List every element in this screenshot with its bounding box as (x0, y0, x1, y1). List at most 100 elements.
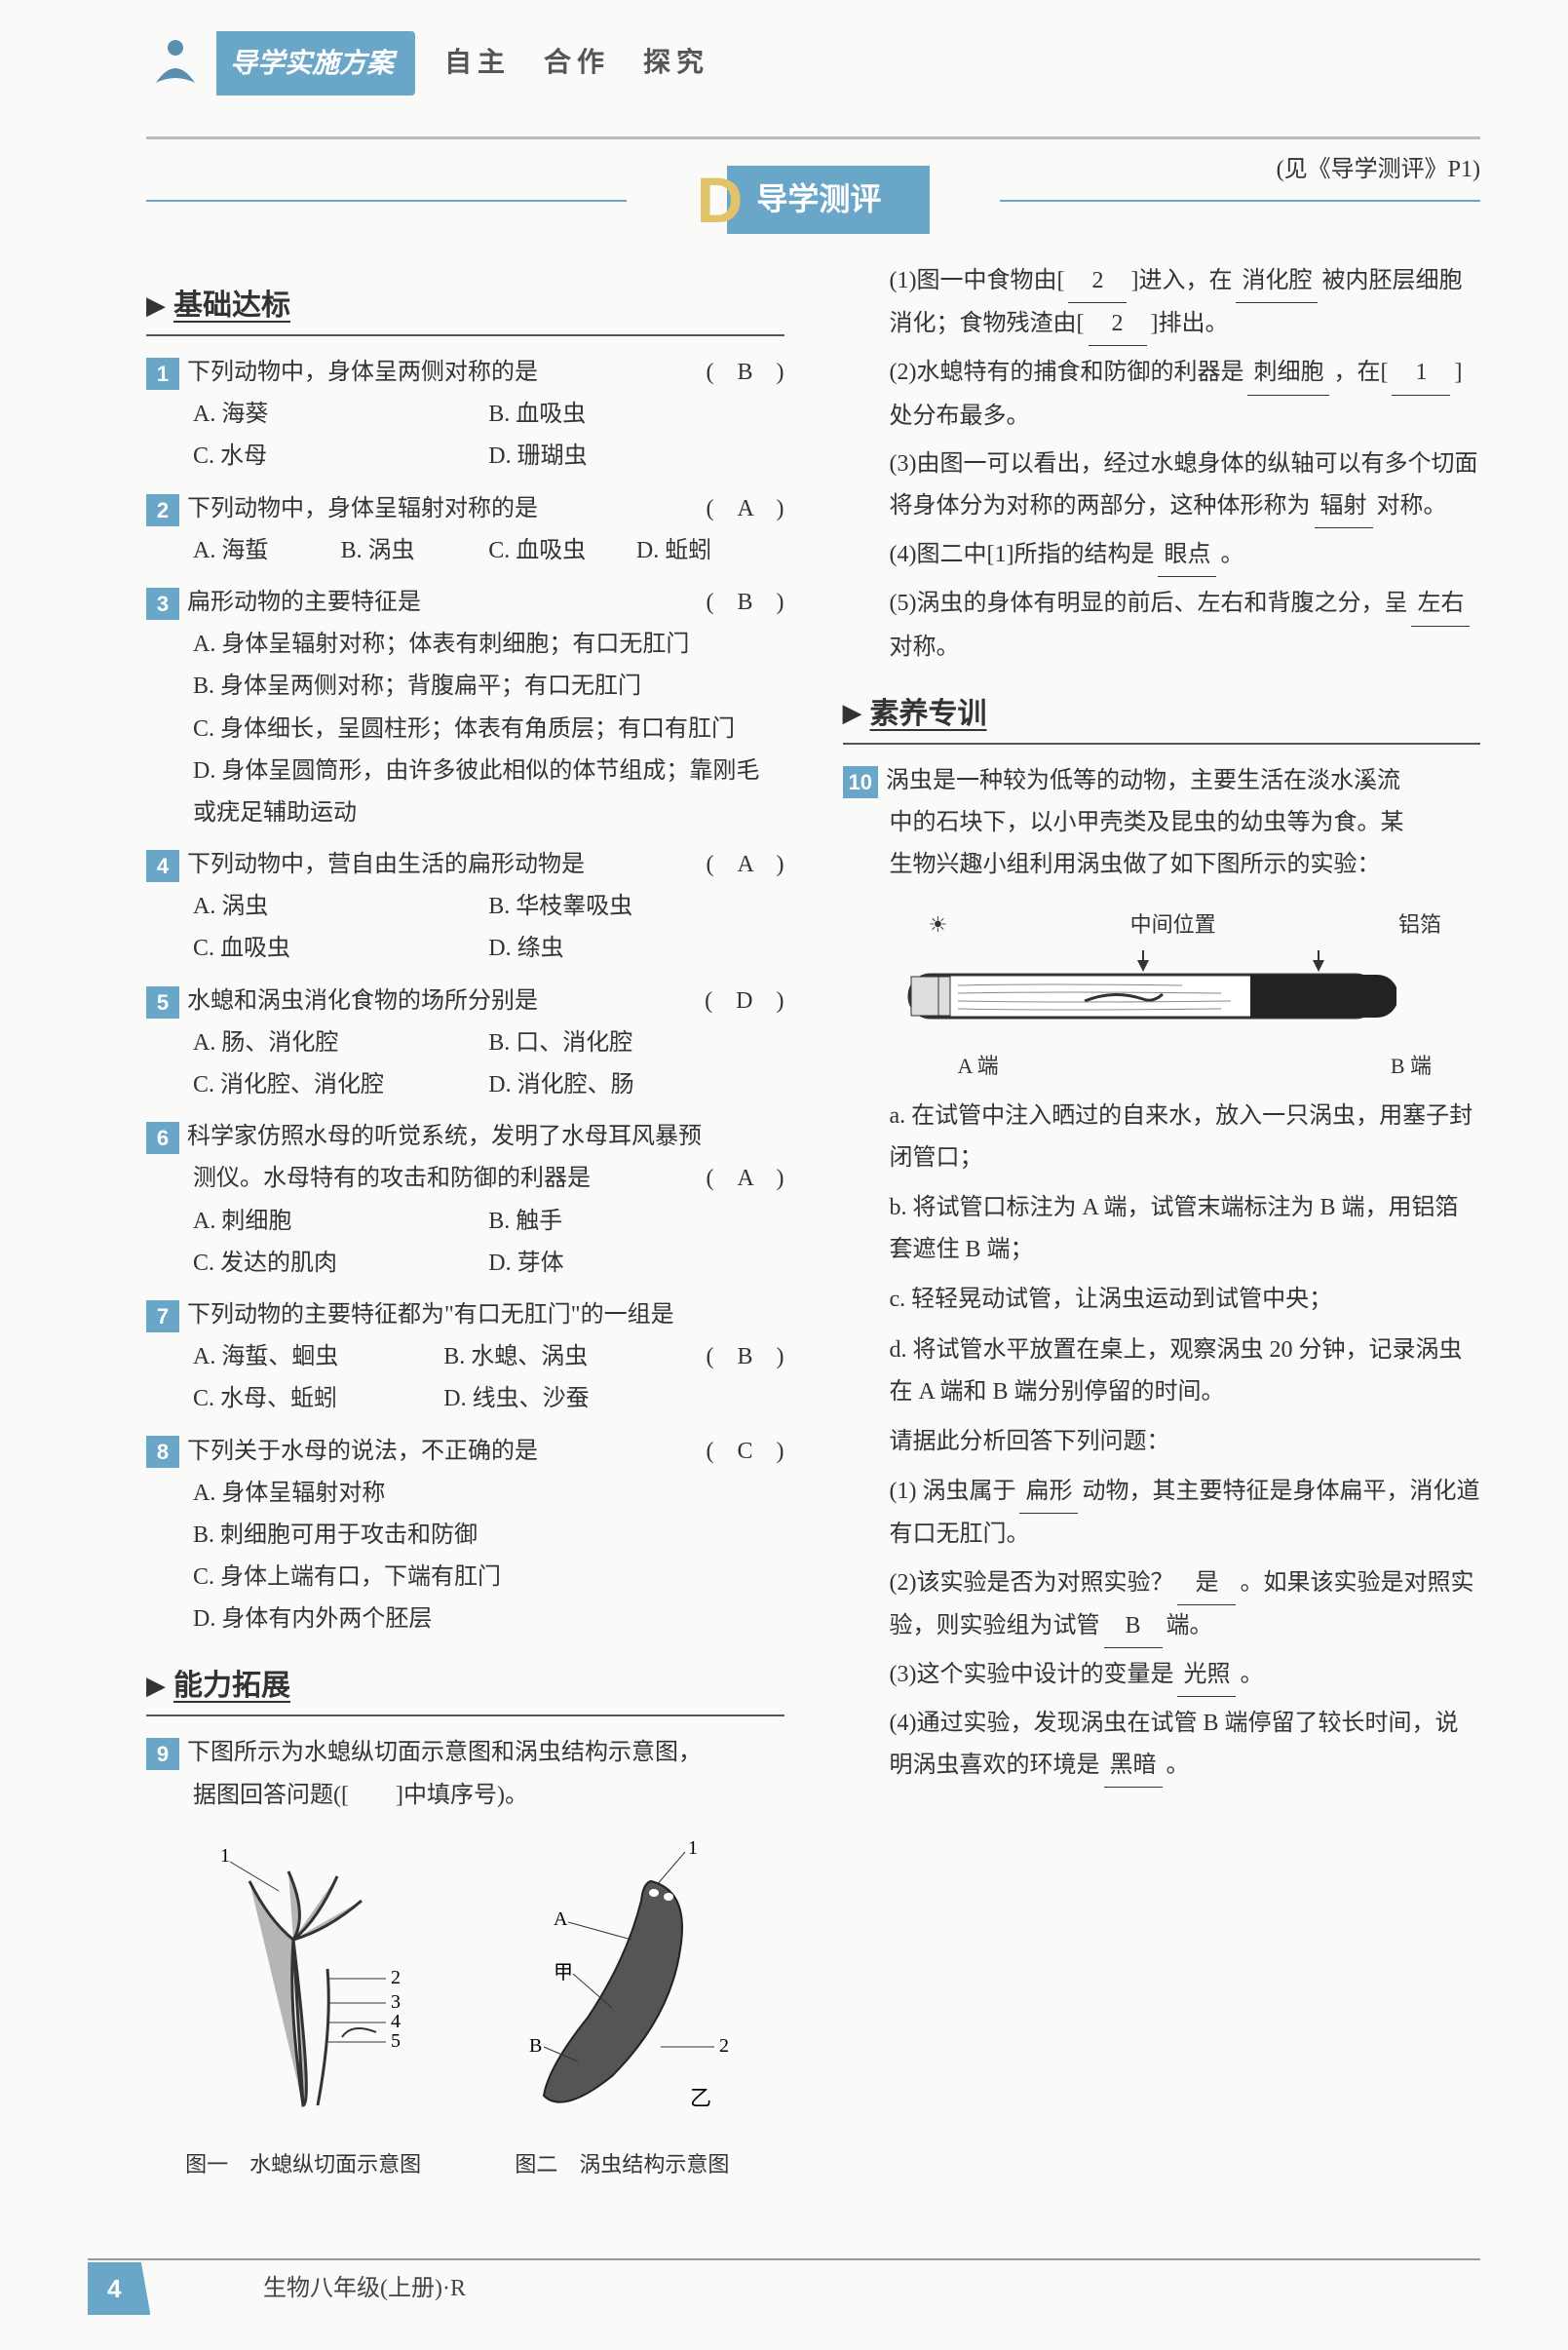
svg-text:1: 1 (220, 1845, 230, 1867)
q8-a: A. 身体呈辐射对称 (193, 1473, 784, 1515)
blank: 左右 (1411, 583, 1470, 626)
question-1: 1下列动物中，身体呈两侧对称的是( B ) A. 海葵 B. 血吸虫 C. 水母… (146, 352, 784, 479)
section-ability: ▶ 能力拓展 (146, 1660, 784, 1716)
eval-ref: (见《导学测评》P1) (1267, 149, 1480, 191)
q7-stem: 下列动物的主要特征都为"有口无肛门"的一组是 (187, 1302, 674, 1328)
q10-ask: 请据此分析回答下列问题： (843, 1421, 1481, 1463)
q10-intro1: 涡虫是一种较为低等的动物，主要生活在淡水溪流 (886, 768, 1400, 793)
footer: 4 生物八年级(上册)·R (146, 2253, 1480, 2311)
qnum: 7 (146, 1300, 179, 1332)
question-7: 7下列动物的主要特征都为"有口无肛门"的一组是 ( B ) A. 海蜇、蛔虫 B… (146, 1294, 784, 1421)
q8-stem: 下列关于水母的说法，不正确的是 (187, 1439, 538, 1464)
q1-answer: ( B ) (707, 352, 784, 394)
arrow-icon: ▶ (146, 284, 166, 329)
q10-4: (4)通过实验，发现涡虫在试管 B 端停留了较长时间，说明涡虫喜欢的环境是黑暗。 (843, 1703, 1481, 1788)
q1-a: A. 海葵 (193, 394, 488, 436)
blank: 2 (1068, 260, 1127, 303)
q10-intro3: 生物兴趣小组利用涡虫做了如下图所示的实验： (843, 844, 1481, 886)
q4-a: A. 涡虫 (193, 886, 488, 928)
q10-d: d. 将试管水平放置在桌上，观察涡虫 20 分钟，记录涡虫在 A 端和 B 端分… (843, 1329, 1481, 1413)
q5-answer: ( D ) (705, 981, 784, 1022)
question-4: 4下列动物中，营自由生活的扁形动物是( A ) A. 涡虫 B. 华枝睾吸虫 C… (146, 844, 784, 971)
section-ability-title: 能力拓展 (173, 1660, 290, 1713)
blank: B (1104, 1605, 1163, 1648)
svg-text:甲: 甲 (554, 1962, 573, 1984)
q5-d: D. 消化腔、肠 (488, 1064, 784, 1106)
arrow-icon: ▶ (843, 691, 862, 737)
question-10: 10涡虫是一种较为低等的动物，主要生活在淡水溪流 中的石块下，以小甲壳类及昆虫的… (843, 760, 1481, 1789)
q9-3: (3)由图一可以看出，经过水螅身体的纵轴可以有多个切面将身体分为对称的两部分，这… (843, 443, 1481, 528)
q2-c: C. 血吸虫 (488, 530, 636, 572)
q1-c: C. 水母 (193, 436, 488, 478)
svg-text:1: 1 (688, 1837, 698, 1859)
q9-2: (2)水螅特有的捕食和防御的利器是刺细胞，在[1]处分布最多。 (843, 352, 1481, 437)
svg-text:乙: 乙 (690, 2086, 711, 2110)
q10-intro2: 中的石块下，以小甲壳类及昆虫的幼虫等为食。某 (843, 802, 1481, 844)
blank: 辐射 (1315, 485, 1373, 528)
right-column: (1)图一中食物由[2]进入，在消化腔被内胚层细胞消化；食物残渣由[2]排出。 … (843, 260, 1481, 2194)
lbl-mid: 中间位置 (1130, 905, 1216, 944)
figure-planaria: 1 A 甲 B 2 乙 (495, 1832, 748, 2184)
q9-stem2: 据图回答问题([ ]中填序号)。 (146, 1775, 784, 1817)
q6-a: A. 刺细胞 (193, 1201, 488, 1243)
qnum: 9 (146, 1738, 179, 1770)
blank: 扁形 (1019, 1471, 1078, 1514)
qnum: 2 (146, 494, 179, 526)
eval-d-letter: D (697, 142, 744, 258)
tube-diagram: ☀ 中间位置 铝箔 (890, 905, 1481, 1085)
fig2-caption: 图二 涡虫结构示意图 (495, 2145, 748, 2184)
q10-2: (2)该实验是否为对照实验？是。如果该实验是对照实验，则实验组为试管B端。 (843, 1562, 1481, 1648)
q8-answer: ( C ) (707, 1431, 784, 1473)
question-8: 8下列关于水母的说法，不正确的是( C ) A. 身体呈辐射对称 B. 刺细胞可… (146, 1431, 784, 1641)
blank: 2 (1089, 303, 1147, 346)
q2-d: D. 蚯蚓 (636, 530, 784, 572)
q3-d: D. 身体呈圆筒形，由许多彼此相似的体节组成；靠刚毛或疣足辅助运动 (193, 751, 784, 834)
qnum: 4 (146, 850, 179, 882)
q10-1: (1) 涡虫属于扁形动物，其主要特征是身体扁平，消化道有口无肛门。 (843, 1471, 1481, 1556)
blank: 眼点 (1158, 534, 1216, 577)
q2-stem: 下列动物中，身体呈辐射对称的是 (187, 496, 538, 521)
eval-title: 导学测评 (727, 166, 930, 234)
blank: 光照 (1177, 1654, 1236, 1697)
svg-text:3: 3 (391, 1991, 401, 2013)
q10-c: c. 轻轻晃动试管，让涡虫运动到试管中央； (843, 1279, 1481, 1321)
q3-b: B. 身体呈两侧对称；背腹扁平；有口无肛门 (193, 666, 784, 708)
lbl-foil: 铝箔 (1398, 905, 1441, 944)
q9-stem1: 下图所示为水螅纵切面示意图和涡虫结构示意图， (187, 1740, 702, 1765)
q4-stem: 下列动物中，营自由生活的扁形动物是 (187, 852, 585, 877)
section-literacy-title: 素养专训 (870, 688, 987, 741)
svg-text:2: 2 (719, 2035, 729, 2057)
q3-answer: ( B ) (707, 582, 784, 624)
svg-text:4: 4 (391, 2011, 401, 2032)
q2-b: B. 涡虫 (341, 530, 489, 572)
q3-stem: 扁形动物的主要特征是 (187, 590, 421, 615)
q9-1: (1)图一中食物由[2]进入，在消化腔被内胚层细胞消化；食物残渣由[2]排出。 (843, 260, 1481, 346)
q4-b: B. 华枝睾吸虫 (488, 886, 784, 928)
q8-d: D. 身体有内外两个胚层 (193, 1599, 784, 1640)
q10-3: (3)这个实验中设计的变量是光照。 (843, 1654, 1481, 1697)
figure-hydra: 1 2 3 4 5 图一 水螅纵切面示意图 (181, 1832, 425, 2184)
qnum: 1 (146, 358, 179, 390)
q6-answer: ( A ) (707, 1158, 784, 1200)
q3-c: C. 身体细长，呈圆柱形；体表有角质层；有口有肛门 (193, 709, 784, 751)
left-column: ▶ 基础达标 1下列动物中，身体呈两侧对称的是( B ) A. 海葵 B. 血吸… (146, 260, 784, 2194)
footer-text: 生物八年级(上册)·R (263, 2268, 466, 2310)
eval-header: D 导学测评 (见《导学测评》P1) (146, 169, 1480, 231)
question-9: 9 下图所示为水螅纵切面示意图和涡虫结构示意图， 据图回答问题([ ]中填序号)。… (146, 1732, 784, 2183)
blank: 黑暗 (1104, 1745, 1163, 1788)
q7-c: C. 水母、蚯蚓 (193, 1378, 443, 1420)
qnum: 5 (146, 986, 179, 1019)
qnum: 3 (146, 588, 179, 620)
q4-d: D. 绦虫 (488, 928, 784, 970)
svg-text:2: 2 (391, 1967, 401, 1988)
q5-a: A. 肠、消化腔 (193, 1022, 488, 1064)
section-basic: ▶ 基础达标 (146, 280, 784, 336)
section-basic-title: 基础达标 (173, 280, 290, 332)
q5-stem: 水螅和涡虫消化食物的场所分别是 (187, 988, 538, 1014)
q7-answer: ( B ) (707, 1336, 784, 1378)
q8-c: C. 身体上端有口，下端有肛门 (193, 1557, 784, 1599)
svg-text:A: A (554, 1908, 568, 1930)
q7-d: D. 线虫、沙蚕 (443, 1378, 694, 1420)
question-2: 2下列动物中，身体呈辐射对称的是( A ) A. 海蜇 B. 涡虫 C. 血吸虫… (146, 488, 784, 572)
q5-b: B. 口、消化腔 (488, 1022, 784, 1064)
